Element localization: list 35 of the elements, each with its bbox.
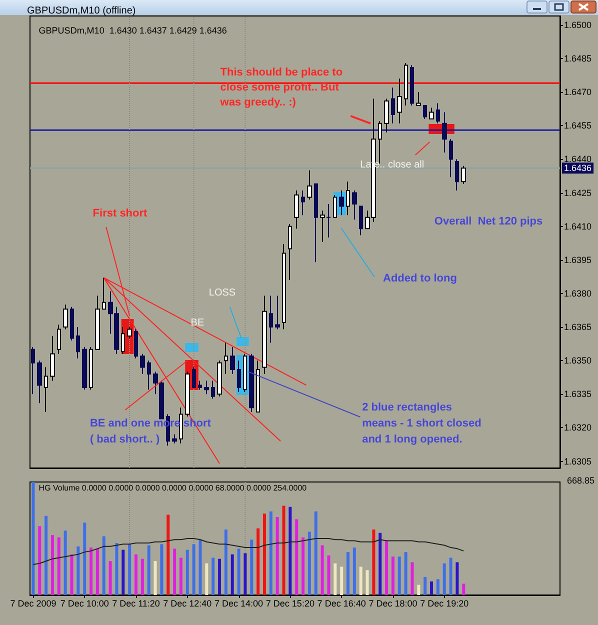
x-tick-label: 7 Dec 12:40: [163, 598, 212, 608]
y-tick-label: 1.6335: [564, 389, 592, 400]
annotation: Overall Net 120 pips: [434, 216, 543, 228]
y-tick-label: 1.6350: [564, 356, 592, 366]
ref-line-label: 1.6436: [564, 163, 592, 174]
x-tick-label: 7 Dec 10:00: [60, 598, 109, 608]
annotation: This should be place to close some profit.. But was greedy.. :): [219, 66, 343, 108]
y-tick-label: 1.6320: [564, 422, 592, 433]
x-tick-label: 7 Dec 18:00: [368, 598, 418, 608]
y-tick-label: 1.6440: [564, 154, 592, 164]
y-tick-label: 1.6425: [564, 188, 592, 198]
annotation: BE: [190, 318, 204, 328]
annotation: Added to long: [383, 272, 457, 284]
x-tick-label: 7 Dec 19:20: [420, 598, 469, 608]
y-tick-label: 1.6410: [564, 221, 592, 232]
chart-title: HG Volume 0.0000 0.0000 0.0000 0.0000 0.0000 68.0000 0.0000 254.0000: [38, 484, 308, 492]
chart-title: GBPUSDm,M10 (offline): [27, 6, 136, 16]
x-tick-label: 7 Dec 16:40: [317, 598, 366, 608]
y-tick-label: 1.6395: [564, 254, 592, 265]
annotation: 2 blue rectangles means - 1 short closed and 1 long opened.: [362, 402, 482, 446]
y-tick-label: 1.6305: [564, 456, 592, 466]
y-tick-label: 1.6365: [564, 322, 592, 332]
text: GBPUSDm,M10 1.6430 1.6437 1.6429 1.6436: [38, 26, 227, 36]
y-tick-label: 1.6500: [564, 20, 592, 30]
y-tick-label: 1.6380: [564, 288, 592, 298]
y-tick-label: 1.6485: [564, 54, 592, 64]
annotation: First short: [92, 208, 148, 220]
y-tick-label: 1.6455: [564, 120, 592, 131]
annotation: LOSS: [208, 288, 236, 298]
y-tick-label: 1.6470: [564, 87, 592, 98]
x-tick-label: 7 Dec 11:20: [112, 598, 160, 608]
x-tick-label: 7 Dec 15:20: [266, 598, 314, 608]
x-tick-label: 7 Dec 14:00: [214, 598, 264, 608]
text: 668.85: [567, 476, 595, 486]
x-tick-label: 7 Dec 2009: [10, 598, 56, 608]
